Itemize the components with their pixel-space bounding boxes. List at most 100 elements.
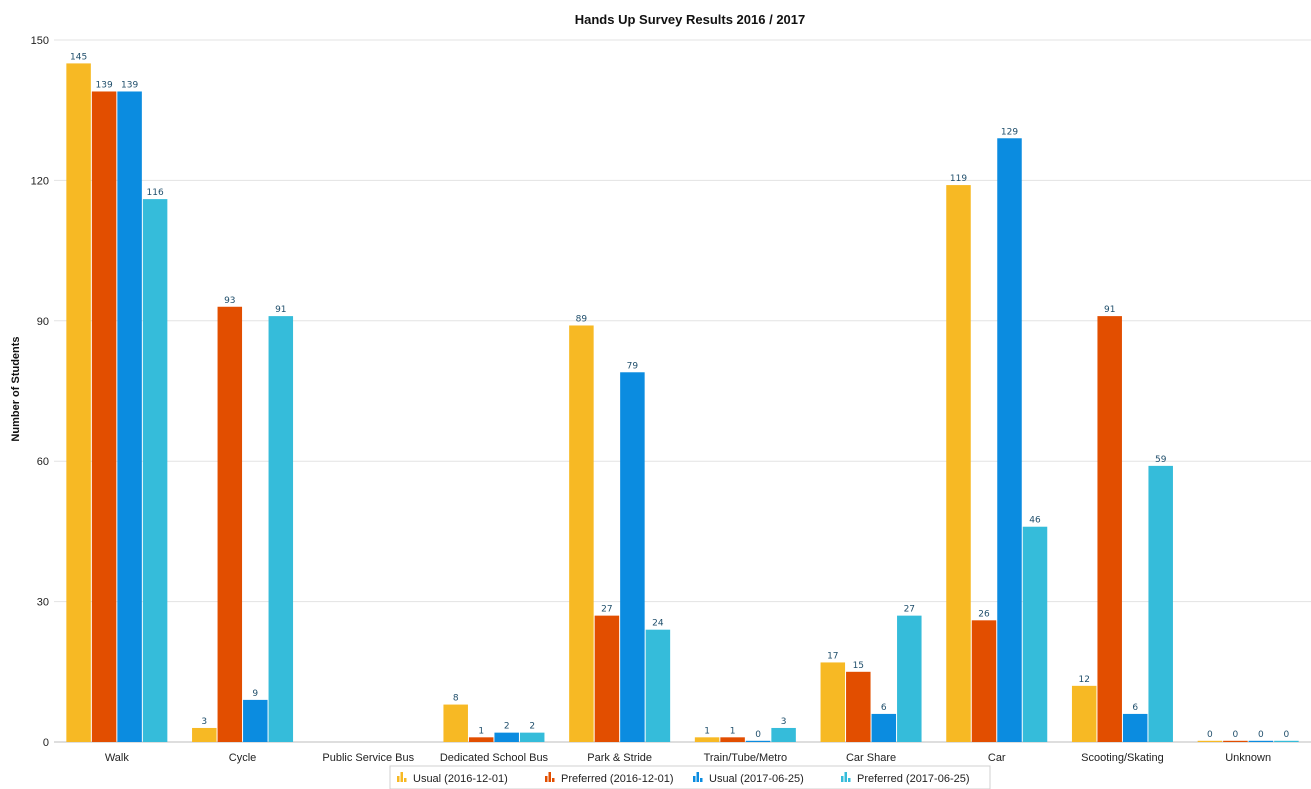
bar xyxy=(192,727,217,742)
data-label: 0 xyxy=(1233,730,1239,740)
bar xyxy=(243,699,268,742)
bar xyxy=(117,91,142,743)
x-tick-label: Car xyxy=(988,752,1006,764)
bar xyxy=(846,671,871,742)
legend-label: Usual (2017-06-25) xyxy=(709,773,804,785)
x-tick-label: Scooting/Skating xyxy=(1081,752,1164,764)
bar xyxy=(268,316,294,742)
data-labels: 145 139 139 116 3 93 9 91 8 1 2 2 89 27 79 24 1 1 0 3 17 15 6 2… xyxy=(70,52,1290,739)
y-tick-label: 0 xyxy=(43,737,49,749)
x-tick-label: Train/Tube/Metro xyxy=(704,752,788,764)
y-tick-labels: 0 30 60 90 120 150 xyxy=(31,35,49,749)
bar xyxy=(1097,316,1122,742)
bar-chart-icon xyxy=(841,772,851,782)
legend: Usual (2016-12-01) Preferred (2016-12-01)… xyxy=(389,765,991,789)
data-label: 3 xyxy=(781,717,787,727)
bar xyxy=(569,325,594,742)
x-tick-label: Cycle xyxy=(229,752,257,764)
y-tick-label: 30 xyxy=(37,597,49,609)
bar xyxy=(771,727,796,742)
bar xyxy=(946,185,971,742)
x-tick-label: Car Share xyxy=(846,752,896,764)
legend-item: Preferred (2016-12-01) xyxy=(545,772,674,785)
bar xyxy=(720,737,745,742)
legend-icon-bar xyxy=(397,776,400,782)
x-tick-labels: Walk Cycle Public Service Bus Dedicated Sch… xyxy=(105,752,1271,764)
data-label: 139 xyxy=(96,80,113,90)
bar xyxy=(443,704,468,742)
gridlines xyxy=(54,39,1311,743)
data-label: 93 xyxy=(224,296,235,306)
data-label: 0 xyxy=(755,730,761,740)
data-label: 17 xyxy=(827,651,838,661)
legend-label: Preferred (2017-06-25) xyxy=(857,773,970,785)
legend-icon-bar xyxy=(552,778,555,782)
bar xyxy=(694,737,720,742)
data-label: 27 xyxy=(601,605,612,615)
legend-label: Preferred (2016-12-01) xyxy=(561,773,674,785)
bar xyxy=(745,740,771,742)
y-tick-label: 90 xyxy=(37,316,49,328)
bar xyxy=(1197,740,1223,742)
bar-chart-icon xyxy=(693,772,703,782)
data-label: 59 xyxy=(1155,455,1167,465)
y-tick-label: 120 xyxy=(31,175,49,187)
bar-chart-icon xyxy=(545,772,555,782)
bar xyxy=(91,91,117,743)
data-label: 79 xyxy=(627,361,639,371)
bar xyxy=(1148,465,1173,742)
y-tick-label: 150 xyxy=(31,35,49,47)
bar xyxy=(820,662,846,742)
data-label: 12 xyxy=(1078,675,1089,685)
bar xyxy=(142,199,168,742)
data-label: 9 xyxy=(252,689,258,699)
x-tick-label: Unknown xyxy=(1225,752,1271,764)
legend-item: Usual (2017-06-25) xyxy=(693,772,804,785)
legend-item: Usual (2016-12-01) xyxy=(397,772,508,785)
bars xyxy=(66,63,1299,743)
data-label: 129 xyxy=(1001,127,1018,137)
bar xyxy=(217,306,243,742)
data-label: 1 xyxy=(730,726,736,736)
y-axis-label: Number of Students xyxy=(10,336,22,441)
data-label: 27 xyxy=(904,605,915,615)
legend-icon-bar xyxy=(841,776,844,782)
data-label: 24 xyxy=(652,619,664,629)
legend-item: Preferred (2017-06-25) xyxy=(841,772,970,785)
legend-icon-bar xyxy=(693,776,696,782)
bar xyxy=(594,615,620,742)
legend-icon-bar xyxy=(548,772,551,782)
legend-icon-bar xyxy=(404,778,407,782)
data-label: 46 xyxy=(1029,516,1041,526)
x-tick-label: Dedicated School Bus xyxy=(440,752,549,764)
data-label: 1 xyxy=(704,726,710,736)
data-label: 91 xyxy=(275,305,286,315)
bar xyxy=(1122,713,1148,742)
bar xyxy=(1071,685,1097,742)
data-label: 89 xyxy=(576,314,588,324)
data-label: 139 xyxy=(121,80,138,90)
data-label: 119 xyxy=(950,174,967,184)
bar xyxy=(1223,740,1248,742)
data-label: 6 xyxy=(881,703,887,713)
bar xyxy=(519,732,545,742)
bar xyxy=(997,138,1022,742)
legend-icon-bar xyxy=(700,778,703,782)
legend-icon-bar xyxy=(844,772,847,782)
x-tick-label: Public Service Bus xyxy=(322,752,414,764)
data-label: 116 xyxy=(147,188,164,198)
bar xyxy=(645,629,671,742)
data-label: 3 xyxy=(201,717,207,727)
legend-label: Usual (2016-12-01) xyxy=(413,773,508,785)
data-label: 145 xyxy=(70,52,87,62)
data-label: 2 xyxy=(529,722,535,732)
bar xyxy=(494,732,519,742)
data-label: 15 xyxy=(853,661,864,671)
data-label: 2 xyxy=(504,722,510,732)
bar xyxy=(1022,526,1048,742)
legend-icon-bar xyxy=(848,778,851,782)
x-tick-label: Park & Stride xyxy=(587,752,652,764)
data-label: 8 xyxy=(453,694,459,704)
